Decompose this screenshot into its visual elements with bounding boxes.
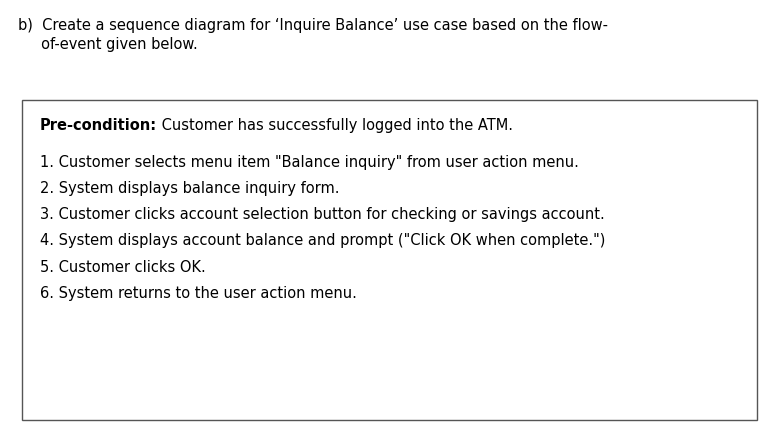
- Text: 4. System displays account balance and prompt ("Click OK when complete."): 4. System displays account balance and p…: [40, 233, 605, 249]
- Text: 3. Customer clicks account selection button for checking or savings account.: 3. Customer clicks account selection but…: [40, 207, 605, 222]
- Text: 5. Customer clicks OK.: 5. Customer clicks OK.: [40, 260, 206, 275]
- Text: 6. System returns to the user action menu.: 6. System returns to the user action men…: [40, 286, 357, 301]
- Text: of-event given below.: of-event given below.: [18, 37, 198, 52]
- Text: 2. System displays balance inquiry form.: 2. System displays balance inquiry form.: [40, 181, 340, 196]
- Text: 1. Customer selects menu item "Balance inquiry" from user action menu.: 1. Customer selects menu item "Balance i…: [40, 155, 579, 170]
- Text: Customer has successfully logged into the ATM.: Customer has successfully logged into th…: [157, 118, 513, 133]
- Text: b)  Create a sequence diagram for ‘Inquire Balance’ use case based on the flow-: b) Create a sequence diagram for ‘Inquir…: [18, 18, 608, 33]
- FancyBboxPatch shape: [22, 100, 757, 420]
- Text: Pre-condition:: Pre-condition:: [40, 118, 157, 133]
